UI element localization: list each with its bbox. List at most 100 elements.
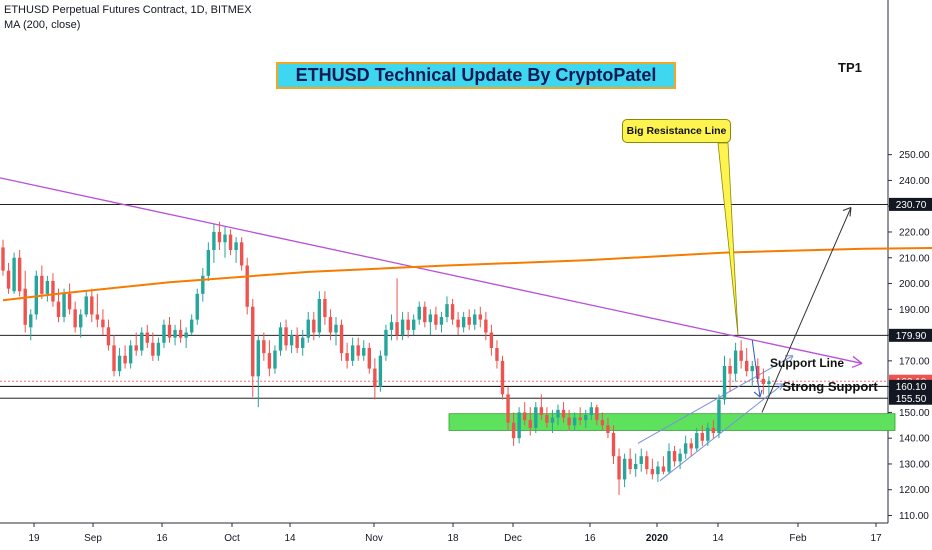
candle [23, 270, 27, 333]
candle-body [439, 317, 444, 325]
x-tick-label: 18 [447, 533, 459, 544]
candle [711, 420, 716, 439]
candle-body [345, 353, 349, 361]
candle [678, 448, 682, 470]
candle [628, 448, 632, 475]
candle-body [639, 456, 643, 464]
candle [34, 270, 38, 320]
candle [439, 311, 444, 333]
candle [306, 311, 310, 343]
candle-body [656, 466, 660, 475]
candle [606, 417, 610, 439]
candle-body [761, 378, 766, 385]
candle-body [461, 317, 466, 328]
candle-body [212, 231, 216, 251]
candle-body [711, 427, 716, 434]
candle [550, 409, 555, 434]
candle [750, 360, 754, 387]
candle [645, 451, 649, 475]
price-badge-label: 155.50 [896, 394, 927, 405]
candle [595, 404, 599, 426]
x-tick-label: 16 [584, 533, 596, 544]
candle-body [367, 347, 371, 369]
price-badge-label: 230.70 [896, 200, 927, 211]
candle [173, 324, 177, 346]
candle [267, 340, 272, 377]
indicator-legend[interactable]: MA (200, close) [4, 19, 81, 31]
candle [395, 278, 399, 341]
candle-body [256, 340, 260, 377]
candle-body [528, 420, 532, 428]
pullback-arrowhead [753, 389, 763, 398]
channel-arrowhead [775, 383, 784, 391]
candle [6, 262, 11, 294]
y-tick-label: 110.00 [899, 511, 929, 522]
candle-body [134, 345, 138, 351]
candle [362, 340, 366, 361]
candle [350, 337, 355, 367]
candle [567, 409, 571, 431]
candle [456, 311, 460, 336]
candle-body [328, 317, 333, 333]
candle-body [550, 417, 555, 423]
candle [578, 407, 582, 426]
candle [201, 268, 205, 302]
candle-body [617, 456, 621, 480]
candle-body [561, 409, 566, 418]
x-tick-label: 14 [712, 533, 724, 544]
candle-body [112, 345, 116, 372]
candle [528, 407, 532, 436]
candle [62, 288, 66, 323]
candle [539, 394, 544, 421]
y-tick-label: 190.00 [899, 305, 930, 316]
candle-body [140, 332, 144, 351]
candle-body [62, 293, 66, 318]
candle-body [445, 304, 449, 318]
candle-body [661, 466, 666, 472]
candle-body [473, 314, 477, 325]
candle-body [733, 350, 738, 374]
x-tick-label: 14 [284, 533, 296, 544]
candle [217, 221, 222, 251]
candle-body [700, 433, 704, 441]
candle [728, 358, 732, 392]
candle-body [750, 366, 754, 372]
candle-body [534, 407, 538, 428]
candle [79, 309, 83, 338]
candle [478, 306, 482, 328]
candle [428, 309, 433, 336]
y-tick-label: 150.00 [899, 408, 930, 419]
candle [84, 291, 88, 318]
candle [467, 309, 471, 330]
candle [683, 435, 688, 459]
price-badge-label: 179.90 [896, 331, 927, 342]
candle-body [634, 463, 638, 470]
price-badge-label: 160.10 [896, 382, 927, 393]
candle [412, 314, 416, 336]
candle-body [595, 407, 599, 421]
candle [489, 324, 494, 356]
candle [423, 301, 427, 328]
candle-body [400, 319, 405, 336]
candle [312, 311, 316, 341]
candle [722, 355, 727, 405]
candle [761, 368, 766, 395]
candle-body [745, 360, 749, 372]
candle-body [262, 340, 266, 354]
candle [739, 340, 743, 369]
candle [406, 311, 410, 338]
candle [517, 407, 521, 444]
candle-body [384, 329, 388, 356]
candle [534, 402, 538, 434]
candle-body [190, 319, 194, 333]
candle [156, 337, 161, 361]
trendline-arrowhead [851, 355, 863, 369]
candle [145, 324, 149, 348]
candle-body [406, 319, 410, 330]
candle-body [489, 332, 494, 348]
candle [328, 309, 333, 341]
candle-body [284, 327, 288, 346]
candle-body [306, 319, 310, 338]
price-badge [889, 328, 932, 342]
